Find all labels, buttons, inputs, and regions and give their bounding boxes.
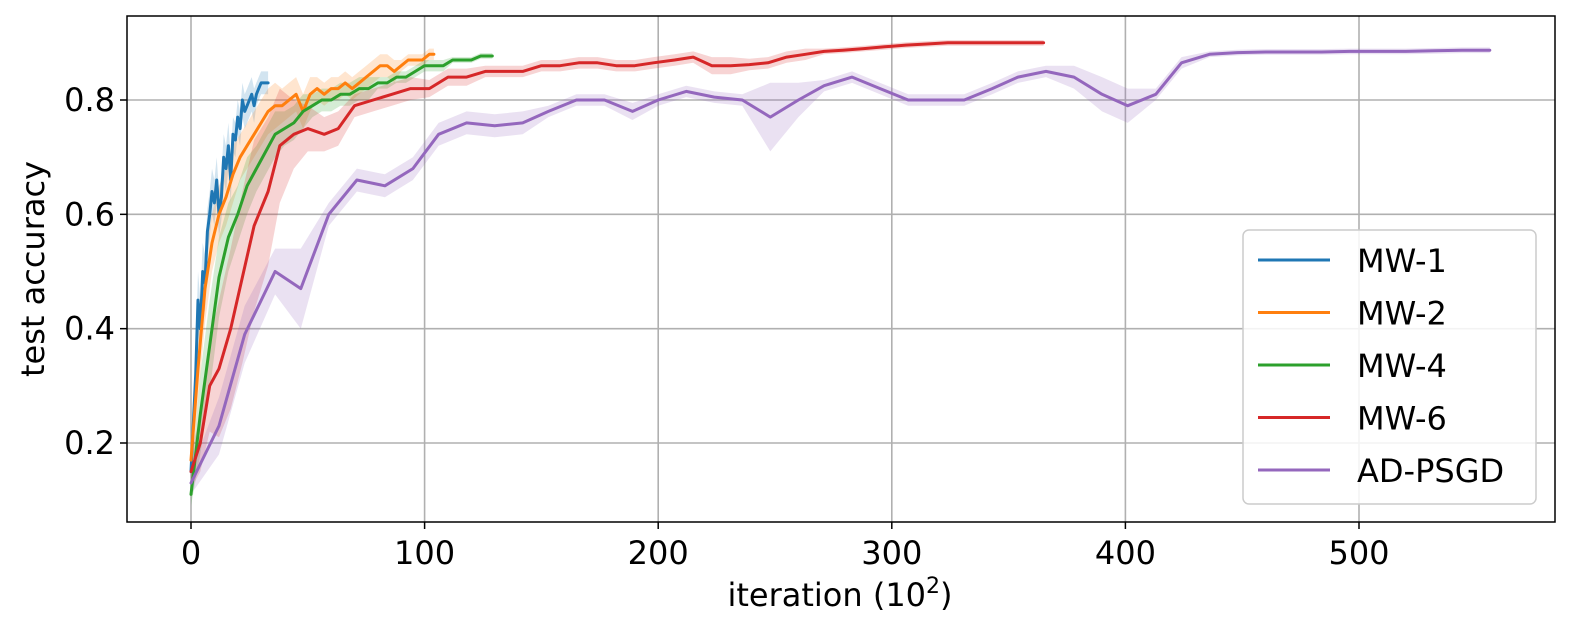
legend-label-mw-2: MW-2 (1357, 295, 1447, 333)
y-tick-label: 0.4 (64, 310, 115, 348)
series-lines (189, 41, 1492, 496)
band-mw-2 (191, 48, 434, 483)
y-axis-ticks: 0.2 0.4 0.6 0.8 (64, 81, 127, 462)
legend: MW-1 MW-2 MW-4 MW-6 AD-PSGD (1242, 229, 1537, 505)
legend-label-mw-4: MW-4 (1357, 347, 1447, 385)
legend-label-ad-psgd: AD-PSGD (1357, 452, 1504, 490)
line-mw-6 (189, 41, 1046, 474)
x-axis-title: iteration (102) (727, 574, 952, 614)
band-mw-4 (191, 53, 493, 506)
y-tick-label: 0.2 (64, 424, 115, 462)
plot-frame (126, 15, 1556, 523)
legend-label-mw-1: MW-1 (1357, 242, 1447, 280)
x-tick-label: 500 (1328, 534, 1389, 572)
y-tick-label: 0.8 (64, 81, 115, 119)
x-tick-label: 0 (181, 534, 201, 572)
line-mw-4 (189, 54, 494, 496)
x-tick-label: 300 (861, 534, 922, 572)
x-tick-label: 200 (628, 534, 689, 572)
x-tick-label: 400 (1095, 534, 1156, 572)
x-axis-title-superscript: 2 (926, 574, 940, 599)
x-axis-ticks: 0 100 200 300 400 500 (181, 522, 1390, 572)
y-axis-title: test accuracy (14, 161, 52, 377)
x-axis-title-main: iteration (10 (727, 576, 926, 614)
legend-box (1242, 229, 1537, 505)
line-ad-psgd (189, 48, 1492, 485)
x-axis-title-close: ) (940, 576, 952, 614)
x-tick-label: 100 (394, 534, 455, 572)
y-tick-label: 0.6 (64, 195, 115, 233)
legend-label-mw-6: MW-6 (1357, 400, 1447, 438)
line-mw-2 (189, 52, 436, 462)
